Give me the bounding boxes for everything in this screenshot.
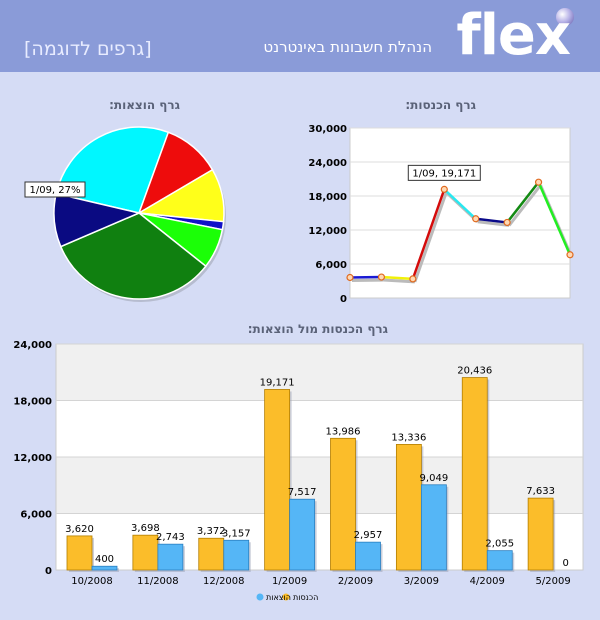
expenses-bar[interactable]: [486, 550, 513, 571]
x-tick-label: 4/2009: [470, 576, 505, 587]
line-segment: [506, 181, 540, 224]
data-point[interactable]: [503, 218, 511, 227]
expenses-pie-title: גרף הוצאות:: [109, 98, 180, 112]
y-tick-label: 0: [45, 566, 52, 577]
x-tick-label: 12/2008: [203, 576, 245, 587]
logo-ball-icon: [556, 8, 574, 26]
plot-band: [56, 344, 583, 401]
legend-label-income: הכנסות: [293, 593, 318, 602]
line-segment: [443, 188, 477, 220]
data-point[interactable]: [409, 275, 417, 283]
bar-value-label: 400: [95, 554, 114, 565]
x-tick-label: 5/2009: [536, 576, 571, 587]
bar-value-label: 3,372: [197, 526, 226, 537]
app-tagline: הנהלת חשבונות באינטרנט: [263, 38, 432, 56]
data-point[interactable]: [472, 215, 480, 223]
expenses-bar[interactable]: [289, 498, 316, 571]
expenses-bar[interactable]: [420, 484, 447, 571]
bar-value-label: 13,336: [391, 432, 426, 443]
data-point[interactable]: [440, 185, 448, 193]
x-tick-label: 11/2008: [137, 576, 179, 587]
bar-value-label: 2,055: [485, 539, 514, 550]
y-tick-label: 12,000: [308, 226, 347, 237]
bar-value-label: 7,633: [526, 486, 555, 497]
line-segment: [411, 188, 446, 280]
logo[interactable]: flex: [456, 3, 571, 68]
y-tick-label: 18,000: [13, 397, 52, 408]
svg-text:1/09, 19,171: 1/09, 19,171: [412, 168, 476, 179]
plot-band: [56, 400, 583, 457]
legend-swatch-income: [282, 593, 290, 601]
income-line-chart: 0 6,000 12,000 18,000 24,000 30,000 1/09, 19,1…: [308, 124, 574, 305]
x-tick-label: 3/2009: [404, 576, 439, 587]
data-point[interactable]: [566, 251, 574, 259]
y-tick-label: 6,000: [315, 260, 347, 271]
income-bar[interactable]: [132, 534, 159, 571]
y-tick-label: 24,000: [308, 158, 347, 169]
income-bar[interactable]: [66, 535, 93, 571]
plot-area: [349, 127, 571, 299]
x-tick-label: 1/2009: [272, 576, 307, 587]
data-point[interactable]: [346, 273, 354, 282]
svg-text:1/09, 27%: 1/09, 27%: [29, 185, 80, 196]
legend-label-expenses: הוצאות: [266, 593, 291, 602]
line-segment: [537, 181, 572, 256]
line-shadow: [383, 278, 415, 284]
line-tooltip: 1/09, 19,171: [407, 164, 481, 181]
pie-slice[interactable]: [59, 212, 207, 300]
bar-value-label: 2,957: [354, 530, 383, 541]
y-tick-label: 12,000: [13, 453, 52, 464]
legend-swatch-expenses: [256, 593, 264, 601]
x-tick-label: 2/2009: [338, 576, 373, 587]
bar-value-label: 3,157: [222, 528, 251, 539]
expenses-bar[interactable]: [223, 539, 250, 571]
y-tick-label: 0: [340, 294, 347, 305]
line-shadow: [413, 191, 448, 283]
y-tick-label: 24,000: [13, 340, 52, 351]
bar-value-label: 7,517: [288, 487, 317, 498]
y-tick-label: 18,000: [308, 192, 347, 203]
bar-value-label: 13,986: [326, 426, 361, 437]
income-bar[interactable]: [395, 444, 422, 571]
data-point[interactable]: [377, 273, 386, 281]
bar-value-label: 3,620: [65, 524, 94, 535]
page-title: [גרפים לדוגמה]: [24, 38, 152, 60]
y-tick-label: 30,000: [308, 124, 347, 135]
bar-chart-title: גרף הכנסות מול הוצאות:: [247, 322, 388, 336]
expenses-pie-chart: 1/09, 27%: [24, 126, 226, 302]
expenses-bar[interactable]: [157, 543, 184, 571]
y-tick-label: 6,000: [20, 510, 52, 521]
income-bar[interactable]: [198, 537, 225, 571]
expenses-bar[interactable]: [91, 565, 118, 571]
expenses-bar[interactable]: [355, 541, 381, 571]
bar-value-label: 3,698: [131, 523, 160, 534]
income-bar[interactable]: [330, 437, 356, 571]
pie-tooltip: 1/09, 27%: [24, 181, 86, 198]
line-shadow: [477, 220, 510, 227]
bar-value-label: 9,049: [420, 473, 449, 484]
app-header: flex הנהלת חשבונות באינטרנט [גרפים לדוגמ…: [0, 0, 600, 72]
line-segment: [475, 217, 508, 224]
income-bar[interactable]: [264, 389, 291, 571]
bar-value-label: 20,436: [457, 366, 492, 377]
x-tick-label: 10/2008: [71, 576, 113, 587]
income-bar[interactable]: [461, 377, 488, 571]
bar-value-label: 0: [562, 558, 568, 569]
income-vs-expenses-chart: 0 6,000 12,000 18,000 24,000 3,620 400 10/2008 3…: [13, 340, 584, 602]
income-line-title: גרף הכנסות:: [405, 98, 476, 112]
line-segment: [381, 275, 413, 281]
data-point[interactable]: [534, 178, 543, 186]
plot-band: [56, 457, 583, 514]
income-bar[interactable]: [527, 497, 554, 571]
bar-value-label: 2,743: [156, 532, 185, 543]
line-shadow: [507, 184, 542, 227]
bar-value-label: 19,171: [260, 377, 295, 388]
